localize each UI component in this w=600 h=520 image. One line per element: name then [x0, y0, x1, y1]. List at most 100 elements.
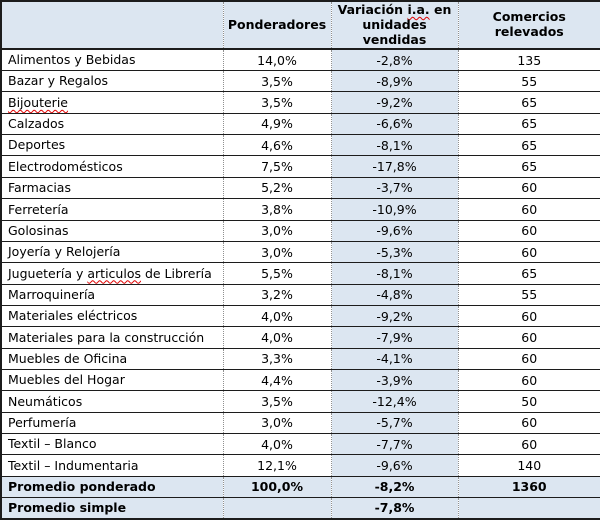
variacion-cell: -7,8% [330, 496, 459, 520]
category-cell: Textil – Indumentaria [0, 454, 224, 477]
variacion-cell: -6,6% [330, 112, 459, 136]
category-cell: Promedio ponderado [0, 475, 224, 498]
table-row: Materiales para la construcción 4,0% -7,9%… [0, 326, 600, 349]
category-cell: Golosinas [0, 219, 224, 242]
comercios-cell: 60 [457, 347, 600, 370]
comercios-cell: 60 [457, 304, 600, 328]
ponderador-cell: 12,1% [222, 454, 332, 477]
category-cell: Electrodomésticos [0, 155, 224, 178]
ponderador-cell: 3,3% [222, 347, 332, 370]
header-row: Ponderadores Variación i.a. en unidades … [0, 0, 600, 51]
ponderador-cell: 4,0% [222, 326, 332, 349]
comercios-cell: 135 [457, 48, 600, 72]
comercios-cell: 55 [457, 283, 600, 306]
table-row: Juguetería y articulos de Librería 5,5% -8… [0, 262, 600, 285]
ponderador-cell: 100,0% [222, 475, 332, 498]
ponderador-cell: 3,2% [222, 283, 332, 306]
comercios-cell [457, 496, 600, 520]
ponderador-cell: 4,0% [222, 304, 332, 328]
variacion-cell: -8,1% [330, 262, 459, 285]
table-row: Muebles del Hogar 4,4% -3,9% 60 [0, 368, 600, 392]
header-variacion: Variación i.a. en unidades vendidas [330, 0, 459, 51]
variacion-cell: -8,9% [330, 70, 459, 93]
category-cell: Bijouterie [0, 91, 224, 114]
table-row: Materiales eléctricos 4,0% -9,2% 60 [0, 304, 600, 328]
table-row: Textil – Indumentaria 12,1% -9,6% 140 [0, 454, 600, 477]
variacion-cell: -9,6% [330, 219, 459, 242]
variacion-cell: -9,2% [330, 91, 459, 114]
variacion-cell: -7,7% [330, 432, 459, 456]
table-row: Joyería y Relojería 3,0% -5,3% 60 [0, 240, 600, 264]
comercios-cell: 55 [457, 70, 600, 93]
variacion-cell: -9,6% [330, 454, 459, 477]
ponderador-cell: 3,5% [222, 390, 332, 413]
comercios-cell: 50 [457, 390, 600, 413]
category-cell: Promedio simple [0, 496, 224, 520]
category-cell: Joyería y Relojería [0, 240, 224, 264]
category-cell: Ferretería [0, 198, 224, 221]
total-row: Promedio simple -7,8% [0, 496, 600, 520]
comercios-cell: 65 [457, 112, 600, 136]
ponderador-cell: 5,5% [222, 262, 332, 285]
variacion-cell: -10,9% [330, 198, 459, 221]
category-cell: Alimentos y Bebidas [0, 48, 224, 72]
ponderador-cell: 4,0% [222, 432, 332, 456]
comercios-cell: 65 [457, 134, 600, 157]
category-cell: Juguetería y articulos de Librería [0, 262, 224, 285]
variacion-cell: -8,2% [330, 475, 459, 498]
variacion-cell: -5,3% [330, 240, 459, 264]
header-ponderadores: Ponderadores [222, 0, 332, 51]
category-cell: Muebles de Oficina [0, 347, 224, 370]
comercios-cell: 60 [457, 219, 600, 242]
total-row: Promedio ponderado 100,0% -8,2% 1360 [0, 475, 600, 498]
table-row: Golosinas 3,0% -9,6% 60 [0, 219, 600, 242]
variacion-cell: -3,7% [330, 176, 459, 200]
table-row: Bijouterie 3,5% -9,2% 65 [0, 91, 600, 114]
misspelled-word: i.a. [407, 2, 430, 17]
category-cell: Textil – Blanco [0, 432, 224, 456]
ponderador-cell: 3,8% [222, 198, 332, 221]
comercios-cell: 140 [457, 454, 600, 477]
ponderador-cell: 14,0% [222, 48, 332, 72]
table-body: Alimentos y Bebidas 14,0% -2,8% 135 Bazar y … [0, 48, 600, 520]
category-cell: Perfumería [0, 411, 224, 434]
category-cell: Materiales para la construcción [0, 326, 224, 349]
ponderador-cell: 4,9% [222, 112, 332, 136]
table-row: Deportes 4,6% -8,1% 65 [0, 134, 600, 157]
table-row: Ferretería 3,8% -10,9% 60 [0, 198, 600, 221]
variacion-cell: -9,2% [330, 304, 459, 328]
table-row: Neumáticos 3,5% -12,4% 50 [0, 390, 600, 413]
category-cell: Materiales eléctricos [0, 304, 224, 328]
comercios-cell: 60 [457, 326, 600, 349]
ponderador-cell: 5,2% [222, 176, 332, 200]
header-category [0, 0, 224, 51]
ponderador-cell: 3,0% [222, 411, 332, 434]
category-cell: Neumáticos [0, 390, 224, 413]
table-row: Electrodomésticos 7,5% -17,8% 65 [0, 155, 600, 178]
ponderador-cell: 3,0% [222, 219, 332, 242]
category-cell: Deportes [0, 134, 224, 157]
category-cell: Muebles del Hogar [0, 368, 224, 392]
table-row: Bazar y Regalos 3,5% -8,9% 55 [0, 70, 600, 93]
comercios-cell: 60 [457, 240, 600, 264]
comercios-cell: 60 [457, 176, 600, 200]
table-row: Marroquinería 3,2% -4,8% 55 [0, 283, 600, 306]
comercios-cell: 65 [457, 91, 600, 114]
table-row: Textil – Blanco 4,0% -7,7% 60 [0, 432, 600, 456]
table-row: Farmacias 5,2% -3,7% 60 [0, 176, 600, 200]
category-cell: Calzados [0, 112, 224, 136]
comercios-cell: 60 [457, 432, 600, 456]
misspelled-word: articulos [87, 265, 141, 281]
category-cell: Farmacias [0, 176, 224, 200]
ponderador-cell: 7,5% [222, 155, 332, 178]
variacion-cell: -17,8% [330, 155, 459, 178]
ponderador-cell: 3,5% [222, 91, 332, 114]
ponderador-cell [222, 496, 332, 520]
variacion-cell: -4,8% [330, 283, 459, 306]
comercios-cell: 65 [457, 262, 600, 285]
table-row: Alimentos y Bebidas 14,0% -2,8% 135 [0, 48, 600, 72]
comercios-cell: 60 [457, 368, 600, 392]
misspelled-word: Bijouterie [8, 94, 68, 110]
header-comercios: Comercios relevados [457, 0, 600, 51]
